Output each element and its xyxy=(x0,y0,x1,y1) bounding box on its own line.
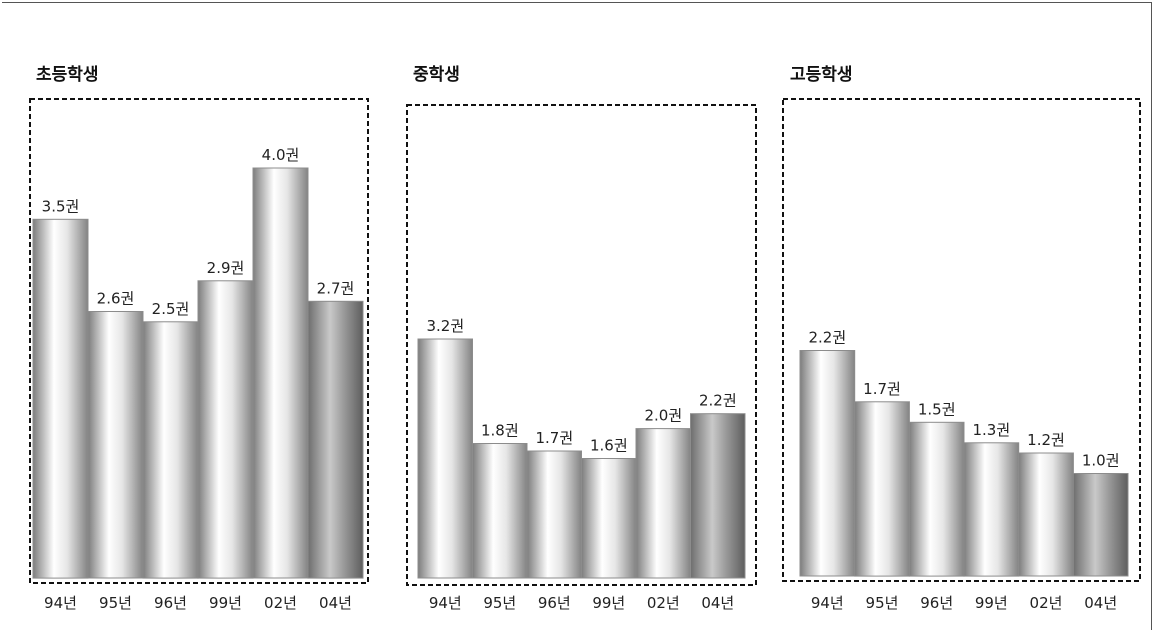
data-label: 1.5권 xyxy=(918,400,956,418)
bar-95년 xyxy=(87,311,144,579)
x-tick-label: 95년 xyxy=(483,594,516,612)
bar-99년 xyxy=(963,442,1020,577)
bar-94년 xyxy=(417,338,473,579)
panel-border xyxy=(29,98,369,584)
x-tick-label: 95년 xyxy=(99,594,132,612)
bar-96년 xyxy=(526,450,582,579)
data-label: 2.7권 xyxy=(317,279,355,297)
x-tick-label: 96년 xyxy=(154,594,187,612)
data-label: 2.2권 xyxy=(699,392,737,410)
data-label: 3.5권 xyxy=(42,197,80,215)
bar-04년 xyxy=(1072,473,1129,577)
x-tick-label: 99년 xyxy=(592,594,625,612)
x-tick-label: 04년 xyxy=(1084,594,1117,612)
data-label: 1.0권 xyxy=(1082,452,1120,470)
x-tick-label: 95년 xyxy=(866,594,899,612)
x-tick-label: 96년 xyxy=(538,594,571,612)
x-tick-label: 94년 xyxy=(44,594,77,612)
bar-02년 xyxy=(1018,452,1074,577)
chart-title: 고등학생 xyxy=(790,65,853,85)
bar-group: 2.2권 94년 1.7권 95년 1.5권 96년 1.3권 99년 1.2권 02년 1.0권 0… xyxy=(799,329,1129,612)
x-tick-label: 94년 xyxy=(811,594,844,612)
x-tick-label: 94년 xyxy=(429,594,462,612)
data-label: 2.6권 xyxy=(97,290,135,308)
data-label: 1.7권 xyxy=(863,380,901,398)
bar-group: 3.2권 94년 1.8권 95년 1.7권 96년 1.6권 99년 2.0권 02년 2.2권 0… xyxy=(417,317,746,612)
bar-04년 xyxy=(307,300,364,579)
bar-group: 3.5권 94년 2.6권 95년 2.5권 96년 2.9권 99년 4.0권 02년 2.7권 0… xyxy=(32,146,364,612)
bar-99년 xyxy=(197,280,254,579)
bar-96년 xyxy=(908,421,965,577)
data-label: 2.2권 xyxy=(808,329,846,347)
chart-title: 중학생 xyxy=(413,65,460,85)
x-tick-label: 02년 xyxy=(1030,594,1063,612)
bar-04년 xyxy=(690,413,746,579)
data-label: 3.2권 xyxy=(426,317,464,335)
data-label: 1.7권 xyxy=(535,429,573,447)
bar-99년 xyxy=(581,458,637,579)
data-label: 1.6권 xyxy=(590,437,628,455)
bar-95년 xyxy=(854,401,910,577)
bar-94년 xyxy=(32,218,89,579)
chart-panel-elementary: 초등학생 3.5권 94년 2.6권 95년 2.5권 96년 2.9권 99년 4.0권 02년… xyxy=(29,65,369,612)
x-tick-label: 04년 xyxy=(319,594,352,612)
x-tick-label: 99년 xyxy=(209,594,242,612)
x-tick-label: 02년 xyxy=(264,594,297,612)
bar-94년 xyxy=(799,350,856,577)
data-label: 1.8권 xyxy=(481,422,519,440)
panel-border xyxy=(406,104,757,586)
data-label: 2.9권 xyxy=(207,259,245,277)
data-label: 1.2권 xyxy=(1027,431,1065,449)
x-tick-label: 99년 xyxy=(975,594,1008,612)
data-label: 1.3권 xyxy=(972,421,1010,439)
chart-panel-middle: 중학생 3.2권 94년 1.8권 95년 1.7권 96년 1.6권 99년 2.0권 02년 2… xyxy=(406,65,757,612)
chart-panel-high: 고등학생 2.2권 94년 1.7권 95년 1.5권 96년 1.3권 99년 1.2권 02년… xyxy=(782,65,1141,612)
bar-95년 xyxy=(472,443,528,579)
data-label: 4.0권 xyxy=(262,146,300,164)
bar-02년 xyxy=(635,428,691,579)
data-label: 2.5권 xyxy=(152,300,190,318)
data-label: 2.0권 xyxy=(644,407,682,425)
x-tick-label: 96년 xyxy=(920,594,953,612)
bar-96년 xyxy=(142,321,199,579)
panel-border xyxy=(782,98,1141,582)
chart-title: 초등학생 xyxy=(36,65,99,85)
bar-02년 xyxy=(252,167,309,579)
x-tick-label: 04년 xyxy=(701,594,734,612)
x-tick-label: 02년 xyxy=(647,594,680,612)
